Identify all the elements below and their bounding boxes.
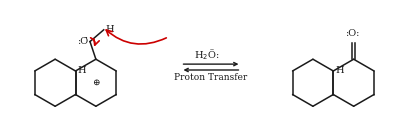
Text: H: H bbox=[77, 66, 86, 75]
Text: H: H bbox=[106, 25, 114, 34]
Text: H$_2$Ö:: H$_2$Ö: bbox=[194, 47, 220, 62]
Text: Proton Transfer: Proton Transfer bbox=[174, 73, 248, 82]
Text: ⊕: ⊕ bbox=[92, 78, 100, 87]
Text: H: H bbox=[335, 66, 344, 75]
Text: :Ö: :Ö bbox=[78, 37, 89, 46]
Text: :O:: :O: bbox=[346, 29, 361, 38]
